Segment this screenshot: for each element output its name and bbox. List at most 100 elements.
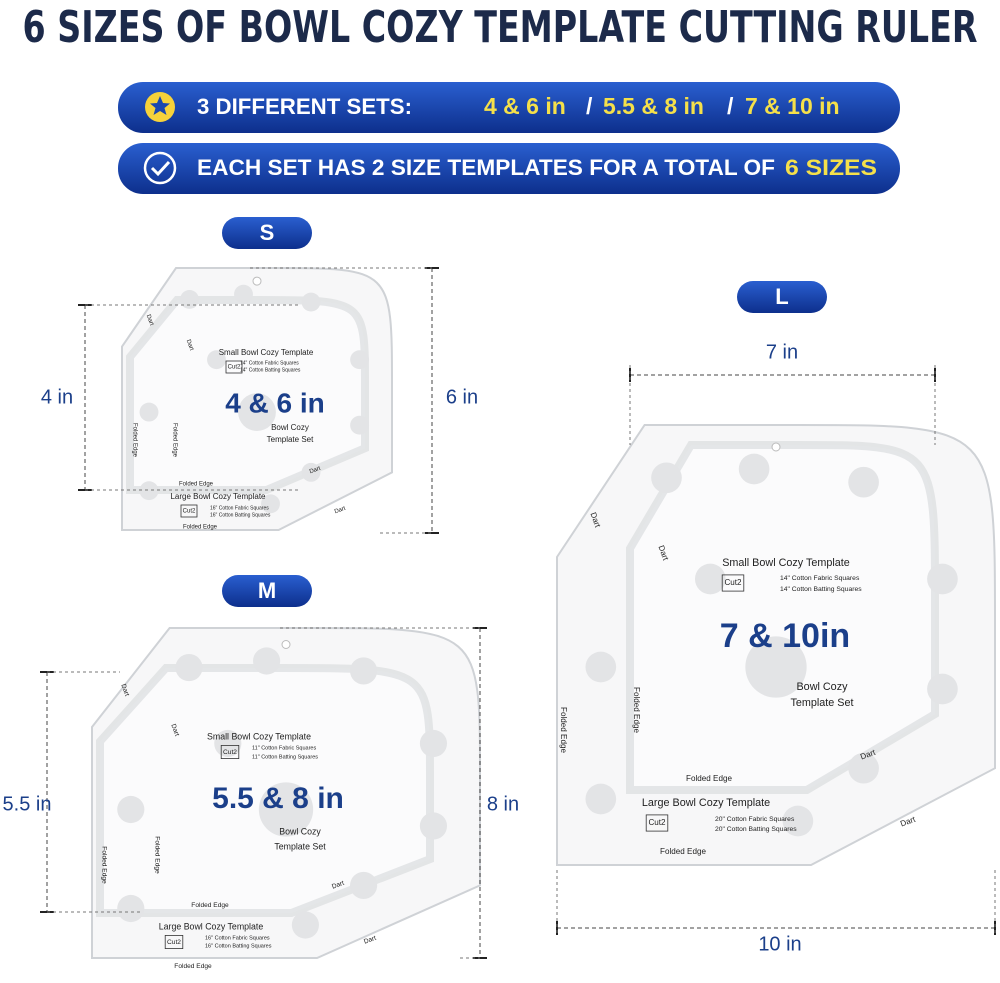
folded-edge: Folded Edge bbox=[174, 963, 212, 970]
large-title: Large Bowl Cozy Template bbox=[159, 921, 264, 931]
grip-dot bbox=[848, 752, 879, 784]
cut-label: Cut2 bbox=[183, 509, 196, 515]
folded-edge: Folded Edge bbox=[660, 847, 706, 856]
grip-dot bbox=[175, 654, 203, 682]
cut-box bbox=[180, 504, 198, 518]
folded-edge: Folded Edge bbox=[179, 482, 214, 488]
small-title: Small Bowl Cozy Template bbox=[722, 557, 850, 569]
size-label: L bbox=[775, 284, 788, 309]
grip-dot bbox=[350, 350, 370, 370]
grip-dot bbox=[234, 284, 253, 304]
dart: Dart bbox=[119, 683, 130, 697]
folded-edge: Folded Edge bbox=[100, 846, 107, 884]
page-title: 6 SIZES OF BOWL COZY TEMPLATE CUTTING RU… bbox=[23, 2, 978, 53]
cut-box bbox=[225, 360, 243, 374]
small-template bbox=[626, 441, 939, 794]
hole bbox=[771, 442, 781, 452]
small-title: Small Bowl Cozy Template bbox=[207, 731, 311, 741]
set-option: 7 & 10 in bbox=[745, 93, 840, 119]
batting-note: 11" Cotton Batting Squares bbox=[252, 754, 318, 760]
grip-dot bbox=[738, 453, 770, 485]
fabric-note: 20" Cotton Fabric Squares bbox=[715, 816, 795, 823]
banner-label: 3 DIFFERENT SETS: bbox=[197, 94, 412, 119]
folded-edge: Folded Edge bbox=[183, 525, 218, 531]
dart: Dart bbox=[169, 723, 180, 737]
grip-dot bbox=[927, 673, 958, 705]
grip-dot bbox=[238, 393, 276, 431]
grip-dot bbox=[782, 805, 814, 837]
dimension-label: 10 in bbox=[758, 933, 801, 955]
grip-dot bbox=[927, 563, 958, 595]
size-badge bbox=[737, 281, 827, 313]
dimension-label: 5.5 in bbox=[3, 793, 52, 815]
folded-edge: Folded Edge bbox=[131, 423, 137, 458]
fabric-note: 14" Cotton Fabric Squares bbox=[240, 360, 299, 366]
caption: Template Set bbox=[790, 697, 853, 709]
grip-dot bbox=[350, 871, 378, 899]
dimension-label: 7 in bbox=[766, 341, 798, 363]
grip-dot bbox=[745, 636, 807, 698]
large-title: Large Bowl Cozy Template bbox=[642, 797, 770, 809]
folded-edge: Folded Edge bbox=[153, 836, 160, 874]
grip-dot bbox=[117, 795, 145, 824]
grip-dot bbox=[585, 783, 617, 815]
folded-edge: Folded Edge bbox=[191, 902, 229, 909]
cut-label: Cut2 bbox=[167, 939, 181, 946]
banner-highlight: 6 SIZES bbox=[785, 155, 877, 180]
large-title: Large Bowl Cozy Template bbox=[170, 492, 266, 501]
folded-edge: Folded Edge bbox=[686, 774, 732, 783]
set-label: 4 & 6 in bbox=[225, 387, 325, 418]
fabric-note: 16" Cotton Fabric Squares bbox=[205, 935, 270, 941]
dart: Dart bbox=[145, 314, 155, 327]
grip-dot bbox=[419, 812, 448, 840]
dimension-label: 8 in bbox=[487, 793, 519, 815]
grip-dot bbox=[258, 782, 314, 837]
caption: Template Set bbox=[267, 435, 314, 444]
separator: / bbox=[586, 93, 593, 119]
folded-edge: Folded Edge bbox=[559, 707, 568, 753]
cut-box bbox=[645, 814, 669, 832]
grip-dot bbox=[350, 657, 378, 685]
grip-dot bbox=[848, 466, 879, 498]
grip-dot bbox=[117, 894, 145, 923]
caption: Bowl Cozy bbox=[271, 423, 309, 432]
grip-dot bbox=[291, 911, 319, 939]
dart: Dart bbox=[331, 880, 345, 891]
cut-box bbox=[721, 574, 745, 592]
cut-box bbox=[164, 935, 184, 950]
banner-text: EACH SET HAS 2 SIZE TEMPLATES FOR A TOTA… bbox=[197, 155, 775, 180]
dimension-label: 6 in bbox=[446, 386, 478, 408]
size-label: S bbox=[260, 220, 275, 245]
set-label: 7 & 10in bbox=[720, 617, 850, 655]
dart: Dart bbox=[363, 935, 377, 946]
dart: Dart bbox=[334, 506, 347, 516]
dart: Dart bbox=[185, 339, 195, 352]
batting-note: 14" Cotton Batting Squares bbox=[780, 586, 862, 593]
small-template bbox=[96, 664, 434, 917]
set-option: 5.5 & 8 in bbox=[603, 93, 704, 119]
hole bbox=[281, 640, 291, 649]
banner bbox=[118, 82, 900, 133]
batting-note: 14" Cotton Batting Squares bbox=[240, 367, 301, 373]
dart: Dart bbox=[309, 466, 322, 476]
fabric-note: 11" Cotton Fabric Squares bbox=[252, 745, 316, 751]
small-title: Small Bowl Cozy Template bbox=[219, 348, 314, 357]
star-icon bbox=[150, 96, 170, 115]
grip-dot bbox=[139, 481, 159, 501]
set-option: 4 & 6 in bbox=[484, 93, 566, 119]
grip-dot bbox=[585, 651, 617, 683]
separator: / bbox=[727, 93, 734, 119]
fabric-note: 16" Cotton Fabric Squares bbox=[210, 505, 269, 511]
batting-note: 16" Cotton Batting Squares bbox=[210, 512, 271, 518]
grip-dot bbox=[301, 292, 321, 312]
small-template bbox=[126, 296, 369, 494]
cut-box bbox=[220, 745, 240, 760]
grip-dot bbox=[419, 729, 448, 758]
grip-dot bbox=[350, 415, 370, 435]
cut-label: Cut2 bbox=[648, 818, 666, 827]
size-label: M bbox=[258, 578, 276, 603]
batting-note: 16" Cotton Batting Squares bbox=[205, 943, 272, 949]
banner bbox=[118, 143, 900, 194]
caption: Bowl Cozy bbox=[796, 681, 848, 693]
